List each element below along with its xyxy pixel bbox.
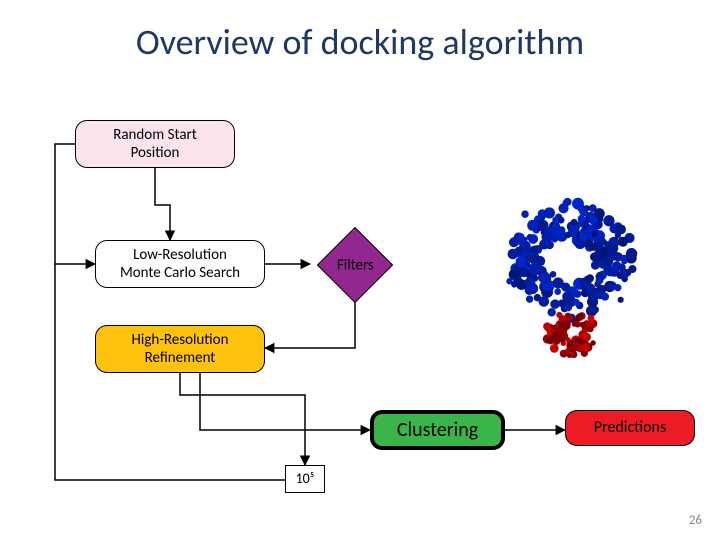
page-title: Overview of docking algorithm [0,20,720,64]
node-predictions: Predictions [565,410,695,446]
protein-structure [490,195,650,365]
node-loop-count: 10⁵ [285,465,325,493]
node-high-res: High-ResolutionRefinement [95,325,265,373]
page-number: 26 [689,513,702,528]
node-clustering: Clustering [370,410,505,450]
node-filters: Filters [317,227,393,303]
node-low-res: Low-ResolutionMonte Carlo Search [95,240,265,288]
node-random-start: Random StartPosition [75,120,235,168]
